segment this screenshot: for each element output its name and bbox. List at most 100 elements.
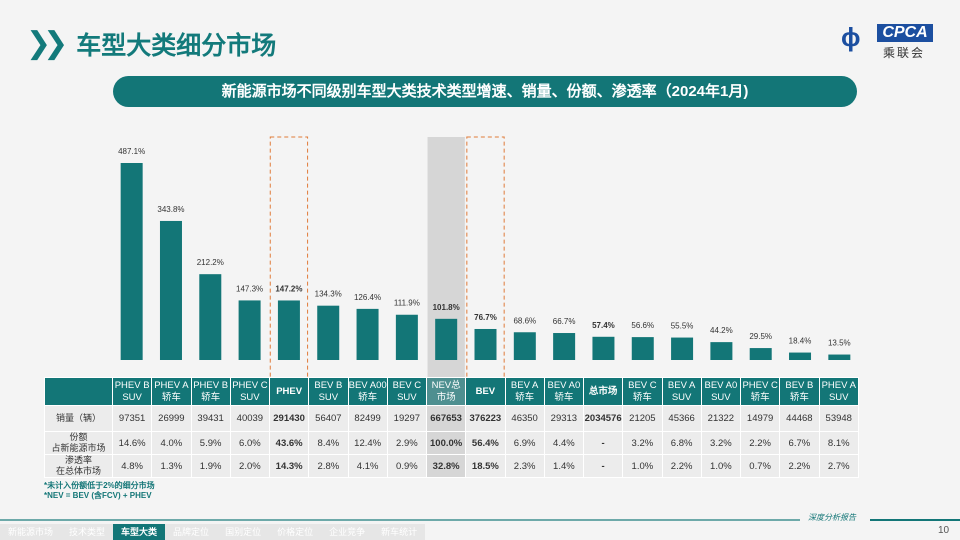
column-header-text: BEV A0 xyxy=(704,379,738,391)
table-cell: 21205 xyxy=(622,405,663,432)
data-label: 212.2% xyxy=(197,258,224,267)
table-cell: 40039 xyxy=(229,405,271,432)
footer-divider xyxy=(0,519,800,521)
bar xyxy=(435,318,458,360)
row-label-text: 销量（辆） xyxy=(55,413,101,423)
table-cell: 1.4% xyxy=(543,454,585,478)
footer-divider-right xyxy=(870,519,960,521)
nav-tab[interactable]: 价格定位 xyxy=(277,527,314,537)
logo-text: CPCA xyxy=(877,24,933,42)
column-header-text: 轿车 xyxy=(789,391,809,403)
nav-tab[interactable]: 国别定位 xyxy=(225,527,262,537)
data-label: 68.6% xyxy=(513,316,536,325)
data-table: PHEV B SUV PHEV A 轿车 PHEV B 轿车 PHEV C SUV PHEV BE… xyxy=(44,377,859,478)
logo-cn: 乘联会 xyxy=(883,46,926,60)
bar xyxy=(159,220,182,360)
bar xyxy=(474,328,497,360)
table-cell: 14.3% xyxy=(268,454,310,478)
table-cell: 97351 xyxy=(111,405,153,432)
nav-tab[interactable]: 企业竞争 xyxy=(329,527,366,537)
column-header-text: PHEV B xyxy=(193,379,229,391)
data-label: 18.4% xyxy=(789,337,812,346)
column-header-text: SUV xyxy=(240,391,260,403)
bar xyxy=(828,354,851,360)
data-label: 56.6% xyxy=(631,321,654,330)
table-cell: 39431 xyxy=(190,405,231,432)
table-cell: 2.7% xyxy=(818,454,859,478)
column-header: BEV A0 轿车 xyxy=(543,377,585,406)
nav-tab[interactable]: 品牌定位 xyxy=(173,527,210,537)
table-cell: 12.4% xyxy=(347,431,388,455)
table-cell: 6.9% xyxy=(504,431,545,455)
column-header: PHEV A SUV xyxy=(818,377,859,406)
data-label: 343.8% xyxy=(157,205,184,214)
column-header: PHEV A 轿车 xyxy=(151,377,192,406)
table-cell: 4.0% xyxy=(151,431,192,455)
row-label-text: 份额 xyxy=(69,432,88,442)
nav-tab[interactable]: 新车统计 xyxy=(381,527,418,537)
table-cell: 5.9% xyxy=(190,431,231,455)
data-label: 13.5% xyxy=(828,339,851,348)
data-label: 57.4% xyxy=(592,321,615,330)
table-cell: 667653 xyxy=(425,405,467,432)
row-label: 渗透率 在总体市场 xyxy=(44,454,113,478)
table-cell: 4.8% xyxy=(111,454,153,478)
column-header: BEV A0 SUV xyxy=(700,377,742,406)
table-cell: 56.4% xyxy=(465,431,506,455)
table-cell: 0.7% xyxy=(739,454,781,478)
column-header: PHEV C 轿车 xyxy=(739,377,781,406)
table-cell: 8.4% xyxy=(308,431,349,455)
row-label-text: 渗透率 xyxy=(64,455,92,465)
table-cell: 4.4% xyxy=(543,431,585,455)
column-header: BEV A 轿车 xyxy=(504,377,545,406)
table-row: 份额 占新能源市场 14.6% 4.0% 5.9% 6.0% 43.6% 8.4% 12.4% 2… xyxy=(44,431,859,455)
bar xyxy=(277,300,300,360)
table-cell: 8.1% xyxy=(818,431,859,455)
column-header-text: BEV A0 xyxy=(547,379,581,391)
column-header-text: 轿车 xyxy=(358,391,378,403)
bar xyxy=(789,352,812,360)
nav-tab[interactable]: 车型大类 xyxy=(113,524,166,540)
logo-mark-icon: ϕ xyxy=(841,22,861,52)
table-cell: 2.2% xyxy=(739,431,781,455)
data-label: 29.5% xyxy=(749,332,772,341)
data-label: 134.3% xyxy=(315,290,342,299)
table-cell: 45366 xyxy=(661,405,702,432)
table-cell: - xyxy=(582,454,624,478)
column-header-text: BEV A xyxy=(667,379,696,391)
nav-tab[interactable]: 新能源市场 xyxy=(8,527,54,537)
footnote-1: *未计入份额低于2%的细分市场 xyxy=(44,481,155,490)
column-header: BEV A SUV xyxy=(661,377,702,406)
table-cell: - xyxy=(582,431,624,455)
table-row: 渗透率 在总体市场 4.8% 1.3% 1.9% 2.0% 14.3% 2.8% 4.1% 0.9… xyxy=(44,454,859,478)
column-header-text: SUV xyxy=(711,391,731,403)
column-header-text: PHEV C xyxy=(232,379,268,391)
bar xyxy=(513,332,536,360)
table-cell: 376223 xyxy=(465,405,506,432)
column-header: NEV总 市场 xyxy=(425,377,467,406)
column-header: BEV A00 轿车 xyxy=(347,377,388,406)
page-title: 车型大类细分市场 xyxy=(76,32,277,60)
bar xyxy=(631,337,654,360)
page-number: 10 xyxy=(938,525,950,536)
column-header-text: 总市场 xyxy=(588,385,618,397)
footer-report-label: 深度分析报告 xyxy=(808,513,856,522)
bar xyxy=(710,342,733,360)
row-label-text: 在总体市场 xyxy=(55,466,101,476)
column-header-text: PHEV C xyxy=(742,379,778,391)
bar xyxy=(238,300,261,360)
column-header: PHEV xyxy=(268,377,310,406)
column-header-text: SUV xyxy=(122,391,142,403)
bar xyxy=(592,336,615,360)
table-cell: 100.0% xyxy=(425,431,467,455)
table-cell: 53948 xyxy=(818,405,859,432)
bar xyxy=(395,314,418,360)
footnote-2: *NEV = BEV (含FCV) + PHEV xyxy=(44,491,152,500)
nav-tab[interactable]: 技术类型 xyxy=(69,527,106,537)
bar xyxy=(356,308,379,360)
data-label: 111.9% xyxy=(394,299,420,308)
table-cell: 14.6% xyxy=(111,431,153,455)
column-header-text: BEV A00 xyxy=(348,379,387,391)
column-header-text: 轿车 xyxy=(515,391,535,403)
column-header-text: PHEV A xyxy=(154,379,189,391)
